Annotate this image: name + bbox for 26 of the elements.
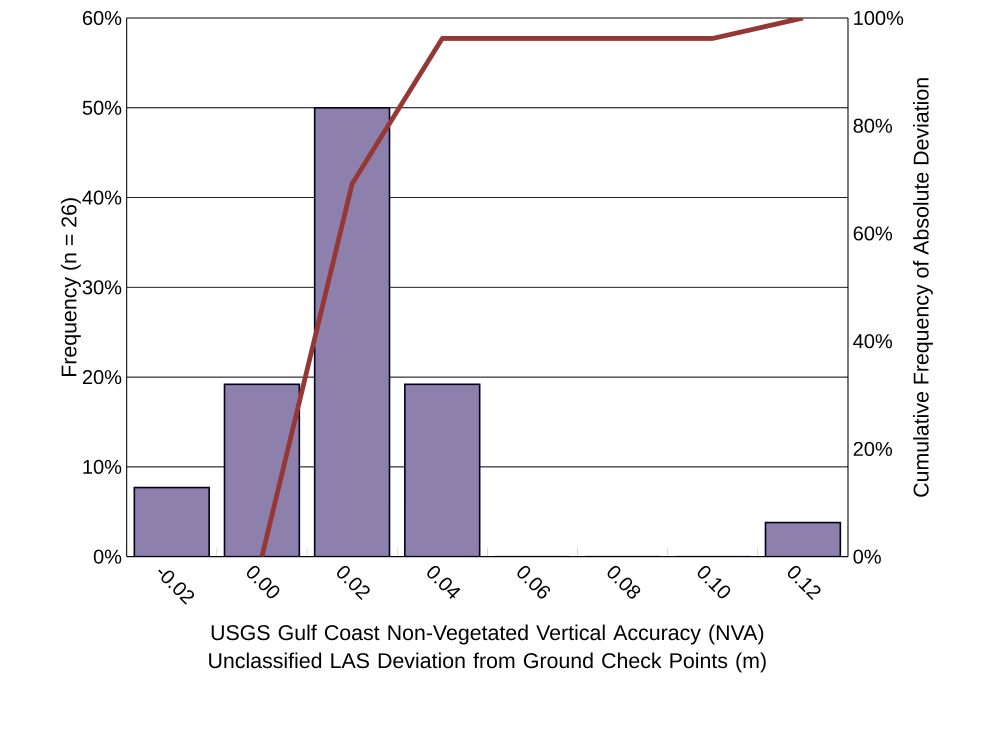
y2-tick-label: 80% [854,118,892,133]
y2-axis-title: Cumulative Frequency of Absolute Deviation [913,78,933,497]
y-axis-title: Frequency (n = 26) [60,198,81,376]
y-tick-label: 30% [82,280,122,294]
y2-tick-label: 100% [854,10,904,26]
bar [314,108,390,557]
x-tick-label: 0.00 [246,566,280,598]
bar [404,384,480,557]
y-tick-label: 60% [82,10,122,26]
x-tick-label: 0.04 [427,566,460,599]
y-tick-label: 20% [82,370,122,384]
y2-tick-label: 60% [854,226,892,241]
y-tick-label: 10% [83,460,122,474]
y2-tick-label: 0% [853,550,881,564]
x-tick-label: 0.08 [608,566,640,599]
x-tick-label: 0.10 [698,566,730,598]
bar [764,522,842,557]
y-tick-label: 40% [82,190,122,205]
y2-tick-label: 20% [854,442,892,456]
y2-tick-label: 40% [853,334,892,348]
bar [134,488,210,557]
bar [224,384,300,557]
y-tick-label: 0% [94,550,122,564]
x-tick-label: 0.06 [517,566,550,598]
x-axis-title: USGS Gulf Coast Non-Vegetated Vertical Accuracy (NVA) Unclassified LAS Deviation from Ground Check Points (m) [209,624,766,672]
y-tick-label: 50% [82,100,122,115]
